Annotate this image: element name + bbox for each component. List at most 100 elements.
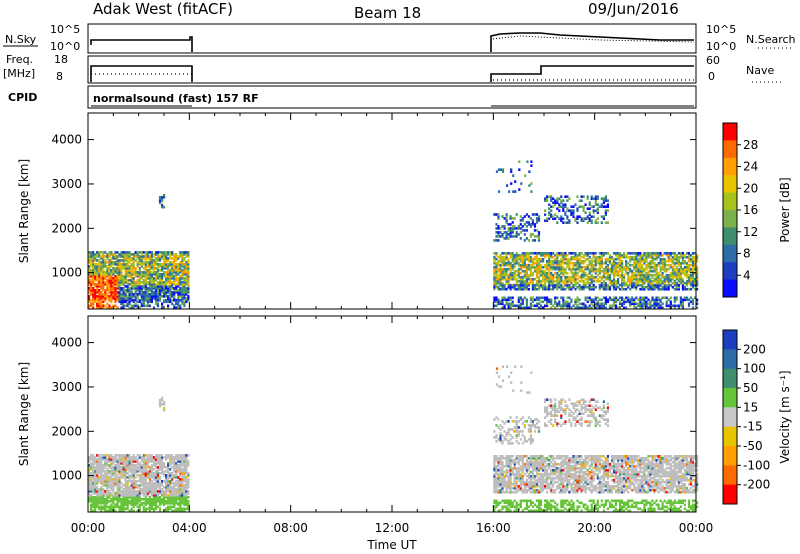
scatter-cell (118, 480, 121, 483)
scatter-cell (539, 257, 543, 261)
scatter-cell (600, 277, 603, 281)
scatter-cell (568, 257, 571, 261)
scatter-cell (179, 304, 182, 308)
scatter-cell (187, 261, 190, 264)
scatter-cell (592, 283, 595, 287)
scatter-cell (501, 233, 504, 236)
scatter-cell (596, 255, 599, 259)
scatter-cell (124, 478, 127, 481)
scatter-cell (495, 298, 498, 302)
scatter-cell (108, 490, 111, 493)
scatter-cell (104, 293, 107, 296)
scatter-cell (509, 255, 512, 259)
scatter-cell (548, 217, 551, 220)
scatter-cell (124, 476, 127, 479)
scatter-cell (98, 468, 101, 471)
scatter-cell (539, 283, 543, 287)
scatter-cell (98, 300, 101, 304)
scatter-cell (493, 296, 496, 300)
scatter-cell (96, 306, 99, 310)
scatter-cell (495, 273, 498, 277)
scatter-cell (669, 296, 672, 300)
scatter-cell (138, 255, 141, 258)
scatter-cell (529, 478, 532, 482)
scatter-cell (568, 283, 571, 287)
scatter-cell (179, 293, 182, 296)
scatter-cell (134, 285, 137, 288)
scatter-cell (562, 300, 565, 304)
scatter-cell (136, 300, 139, 304)
nsearch-tick-bottom: 10^0 (706, 40, 736, 53)
scatter-cell (165, 279, 168, 282)
scatter-cell (493, 255, 496, 259)
scatter-cell (165, 291, 168, 294)
scatter-cell (106, 486, 109, 489)
scatter-cell (548, 283, 551, 287)
scatter-cell (181, 470, 184, 473)
scatter-cell (112, 273, 115, 276)
scatter-cell (495, 464, 498, 468)
scatter-cell (94, 498, 97, 501)
scatter-cell (100, 458, 103, 461)
scatter-cell (639, 279, 642, 283)
scatter-cell (493, 298, 496, 302)
scatter-cell (122, 291, 125, 294)
scatter-cell (501, 269, 504, 273)
scatter-cell (167, 456, 170, 459)
scatter-cell (132, 304, 135, 308)
scatter-cell (136, 304, 139, 308)
scatter-cell (511, 277, 514, 281)
scatter-cell (150, 271, 153, 274)
scatter-cell (596, 269, 599, 273)
scatter-cell (505, 231, 508, 234)
scatter-cell (134, 482, 137, 485)
scatter-cell (639, 298, 642, 302)
scatter-cell (106, 478, 109, 481)
scatter-cell (558, 254, 561, 257)
scatter-cell (120, 454, 123, 457)
scatter-cell (177, 273, 180, 276)
scatter-cell (171, 265, 174, 268)
scatter-cell (88, 480, 91, 483)
scatter-cell (148, 507, 151, 511)
scatter-cell (548, 277, 551, 281)
scatter-cell (96, 299, 99, 302)
scatter-cell (165, 259, 168, 262)
scatter-cell (126, 257, 129, 260)
scatter-cell (114, 456, 117, 459)
scatter-cell (118, 255, 121, 258)
nsky-tick-top: 10^5 (50, 23, 80, 36)
scatter-cell (568, 252, 571, 255)
scatter-cell (507, 227, 510, 230)
scatter-cell (96, 476, 99, 479)
scatter-cell (647, 277, 650, 281)
scatter-cell (574, 267, 577, 271)
scatter-cell (596, 207, 599, 210)
scatter-cell (183, 304, 186, 308)
scatter-cell (183, 509, 186, 513)
scatter-cell (586, 221, 589, 224)
scatter-cell (144, 277, 147, 280)
scatter-cell (513, 285, 516, 289)
scatter-cell (161, 205, 164, 209)
scatter-cell (653, 306, 656, 310)
scatter-cell (130, 480, 133, 483)
scatter-cell (663, 263, 666, 267)
scatter-cell (691, 273, 695, 277)
scatter-cell (116, 488, 119, 491)
scatter-cell (90, 480, 93, 483)
nave-tick-bottom: 0 (708, 70, 715, 83)
scatter-cell (584, 285, 587, 289)
scatter-cell (612, 277, 616, 281)
scatter-cell (100, 474, 103, 477)
scatter-cell (554, 298, 557, 302)
scatter-cell (517, 488, 520, 492)
scatter-cell (552, 215, 555, 218)
scatter-cell (124, 265, 127, 268)
scatter-cell (685, 281, 689, 285)
scatter-cell (531, 277, 534, 281)
scatter-cell (527, 306, 530, 310)
scatter-cell (177, 458, 180, 461)
scatter-cell (649, 302, 652, 306)
scatter-cell (100, 472, 103, 475)
